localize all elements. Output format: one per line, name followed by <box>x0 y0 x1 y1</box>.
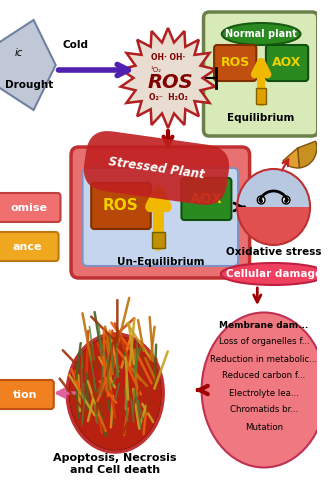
Circle shape <box>237 169 310 245</box>
FancyBboxPatch shape <box>152 232 165 248</box>
Text: O₂⁻  H₂O₂: O₂⁻ H₂O₂ <box>148 92 187 102</box>
Text: ROS: ROS <box>220 56 250 70</box>
Text: ic: ic <box>15 48 23 58</box>
Text: Apoptosis, Necrosis: Apoptosis, Necrosis <box>53 453 177 463</box>
FancyBboxPatch shape <box>91 183 151 229</box>
Text: ROS: ROS <box>103 198 139 214</box>
Text: Mutation: Mutation <box>245 422 283 432</box>
FancyBboxPatch shape <box>256 88 266 104</box>
Text: Stressed Plant: Stressed Plant <box>108 155 205 181</box>
Wedge shape <box>237 207 310 245</box>
Text: Reduction in metabolic...: Reduction in metabolic... <box>211 354 317 364</box>
FancyBboxPatch shape <box>204 12 318 136</box>
Text: Drought: Drought <box>5 80 53 90</box>
Text: AOX: AOX <box>272 56 302 70</box>
Text: Reduced carbon f...: Reduced carbon f... <box>222 372 306 380</box>
Text: omise: omise <box>10 203 47 213</box>
Circle shape <box>259 199 263 203</box>
Circle shape <box>284 199 288 203</box>
Circle shape <box>257 196 265 204</box>
Text: Membrane dam...: Membrane dam... <box>219 320 309 330</box>
Text: Un-Equilibrium: Un-Equilibrium <box>116 257 204 267</box>
FancyBboxPatch shape <box>82 168 238 266</box>
Text: Oxidative stress: Oxidative stress <box>226 247 321 257</box>
FancyBboxPatch shape <box>214 45 256 81</box>
Ellipse shape <box>222 23 301 45</box>
FancyBboxPatch shape <box>0 232 58 261</box>
Text: Loss of organelles f...: Loss of organelles f... <box>219 338 310 346</box>
Text: Equilibrium: Equilibrium <box>227 113 295 123</box>
Text: ROS: ROS <box>147 74 193 92</box>
Text: ¹O₂: ¹O₂ <box>151 67 162 73</box>
FancyBboxPatch shape <box>266 45 308 81</box>
Ellipse shape <box>67 334 163 452</box>
FancyBboxPatch shape <box>71 147 249 278</box>
Circle shape <box>282 196 290 204</box>
Wedge shape <box>283 148 299 168</box>
Text: Normal plant: Normal plant <box>225 29 297 39</box>
FancyBboxPatch shape <box>0 380 54 409</box>
FancyBboxPatch shape <box>182 178 231 220</box>
Ellipse shape <box>202 312 326 468</box>
Polygon shape <box>0 20 56 110</box>
Text: tion: tion <box>13 390 37 400</box>
Ellipse shape <box>69 336 161 450</box>
Text: AOX: AOX <box>190 192 223 206</box>
Ellipse shape <box>221 263 326 285</box>
Text: Cellular damage: Cellular damage <box>225 269 322 279</box>
Text: ance: ance <box>12 242 42 252</box>
Wedge shape <box>298 141 317 168</box>
Text: OH· OH·: OH· OH· <box>151 54 185 62</box>
FancyBboxPatch shape <box>0 193 60 222</box>
Text: Electrolyte lea...: Electrolyte lea... <box>229 388 299 398</box>
Text: Cold: Cold <box>62 40 88 50</box>
Text: Chromatids br...: Chromatids br... <box>230 406 298 414</box>
Polygon shape <box>121 28 215 128</box>
Text: and Cell death: and Cell death <box>70 465 160 475</box>
